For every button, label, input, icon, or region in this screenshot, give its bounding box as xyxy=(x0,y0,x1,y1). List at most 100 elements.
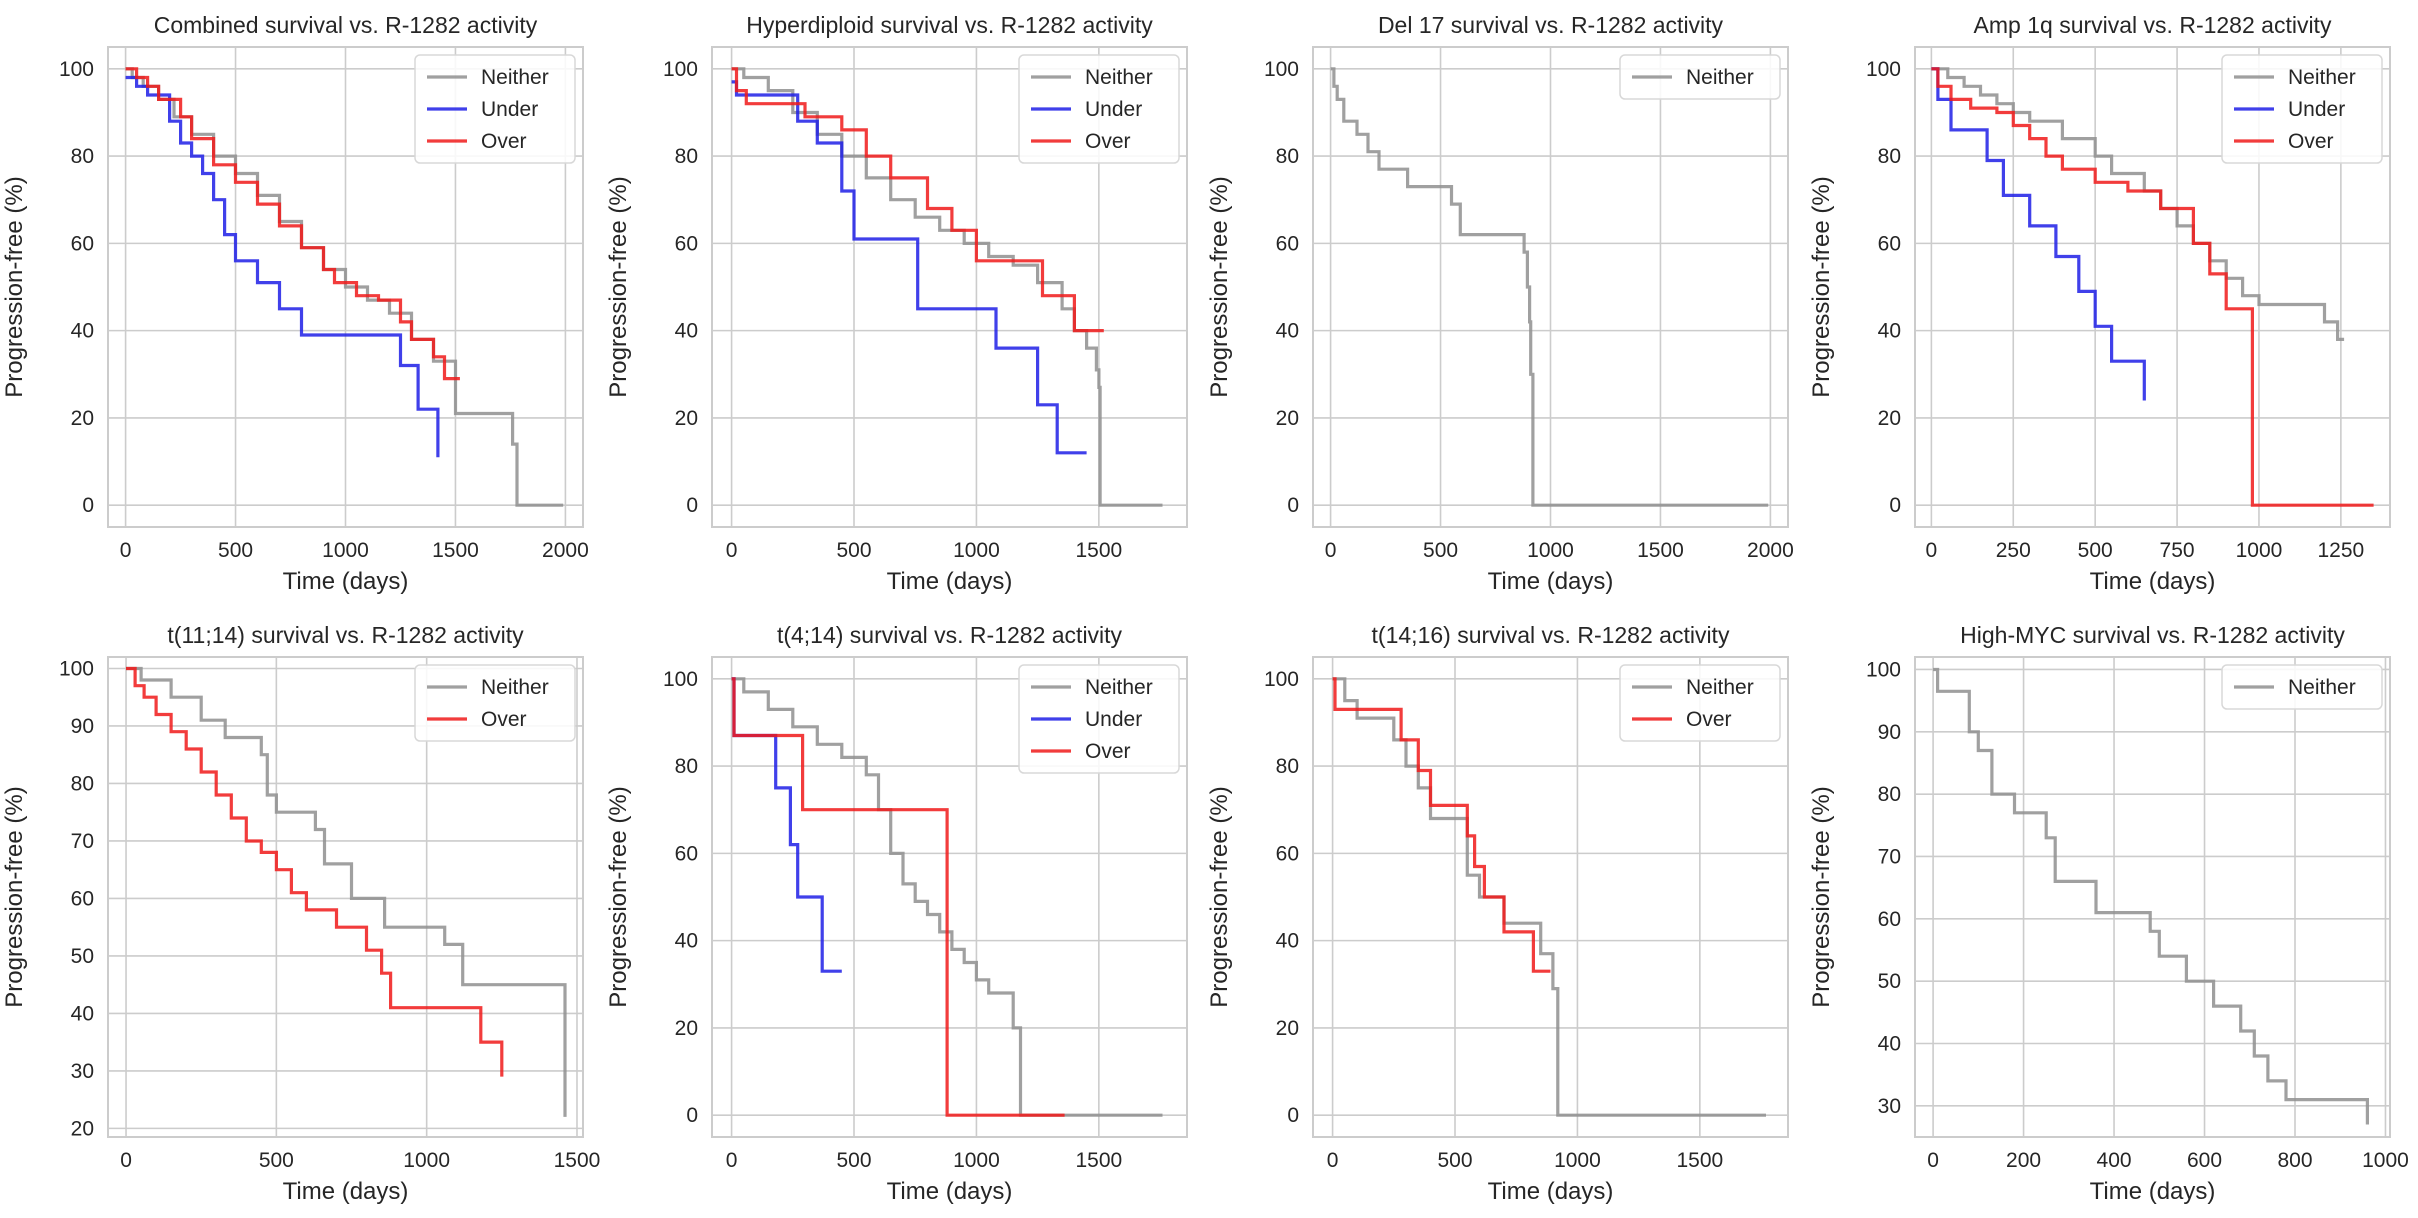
series-line-over xyxy=(1931,67,2374,507)
y-tick-label: 0 xyxy=(1889,494,1901,517)
x-tick-label: 1000 xyxy=(322,539,369,562)
legend-box xyxy=(1619,664,1781,742)
chart-panel-4: 0 250 500 750 1000 1250 0 20 40 60 80 100 Amp 1q sur… xyxy=(1808,12,2391,595)
y-tick-label: 90 xyxy=(1878,721,1901,744)
legend-box xyxy=(414,54,576,164)
y-tick-label: 60 xyxy=(675,232,698,255)
series-line-over xyxy=(126,666,504,1077)
x-tick-label: 200 xyxy=(2006,1149,2041,1172)
legend-label: Under xyxy=(2288,98,2345,121)
x-axis-label: Time (days) xyxy=(2090,568,2216,595)
chart-title: High-MYC survival vs. R-1282 activity xyxy=(1960,622,2345,648)
legend-label: Under xyxy=(1085,98,1142,121)
legend-label: Over xyxy=(1686,708,1732,731)
legend-label: Neither xyxy=(481,676,549,699)
y-axis-label: Progression-free (%) xyxy=(1206,176,1233,397)
x-axis-label: Time (days) xyxy=(283,1178,409,1205)
series-line-over xyxy=(731,67,1104,333)
y-tick-label: 60 xyxy=(71,887,94,910)
chart-title: t(14;16) survival vs. R-1282 activity xyxy=(1372,622,1730,648)
x-tick-label: 2000 xyxy=(542,539,589,562)
y-axis-label: Progression-free (%) xyxy=(1,786,28,1007)
x-tick-label: 0 xyxy=(1927,1149,1939,1172)
y-tick-label: 50 xyxy=(1878,970,1901,993)
chart-panel-1: 0 500 1000 1500 2000 0 20 40 60 80 100 Combined sur… xyxy=(1,12,589,595)
y-tick-label: 80 xyxy=(1878,145,1901,168)
legend-label: Over xyxy=(481,708,527,731)
x-axis-label: Time (days) xyxy=(887,1178,1013,1205)
legend-label: Neither xyxy=(1085,66,1153,89)
x-axis-label: Time (days) xyxy=(283,568,409,595)
x-axis-label: Time (days) xyxy=(1488,1178,1614,1205)
y-tick-label: 70 xyxy=(1878,845,1901,868)
y-tick-label: 40 xyxy=(71,1002,94,1025)
y-tick-label: 40 xyxy=(675,930,698,953)
chart-title: Combined survival vs. R-1282 activity xyxy=(154,12,538,38)
y-tick-label: 0 xyxy=(82,494,94,517)
x-tick-label: 1500 xyxy=(1676,1149,1723,1172)
series-line-over xyxy=(731,677,1065,1117)
chart-panel-6: 0 500 1000 1500 0 20 40 60 80 100 t(4;14) survival… xyxy=(605,622,1188,1205)
chart-title: Del 17 survival vs. R-1282 activity xyxy=(1378,12,1724,38)
y-tick-label: 90 xyxy=(71,715,94,738)
y-tick-label: 100 xyxy=(1866,58,1901,81)
x-tick-label: 2000 xyxy=(1747,539,1794,562)
x-tick-label: 1500 xyxy=(1637,539,1684,562)
legend-label: Neither xyxy=(481,66,549,89)
y-tick-label: 60 xyxy=(1276,232,1299,255)
x-tick-label: 1250 xyxy=(2318,539,2365,562)
x-axis-label: Time (days) xyxy=(887,568,1013,595)
chart-title: Hyperdiploid survival vs. R-1282 activit… xyxy=(746,12,1153,38)
chart-panel-8: 0 200 400 600 800 1000 30 40 50 60 70 80 90 100 High-M… xyxy=(1808,622,2409,1205)
plot-frame xyxy=(1914,656,2391,1138)
x-tick-label: 500 xyxy=(2078,539,2113,562)
legend-label: Under xyxy=(481,98,538,121)
y-tick-label: 100 xyxy=(59,58,94,81)
y-tick-label: 80 xyxy=(71,772,94,795)
legend: Neither xyxy=(2221,664,2383,710)
y-tick-label: 0 xyxy=(686,494,698,517)
y-tick-label: 20 xyxy=(1276,1017,1299,1040)
x-axis-label: Time (days) xyxy=(2090,1178,2216,1205)
x-tick-label: 500 xyxy=(218,539,253,562)
x-tick-label: 0 xyxy=(1926,539,1938,562)
y-axis-label: Progression-free (%) xyxy=(1808,786,1835,1007)
series-line-over xyxy=(125,67,460,381)
x-tick-label: 250 xyxy=(1996,539,2031,562)
legend-box xyxy=(2221,664,2383,710)
y-tick-label: 70 xyxy=(71,830,94,853)
chart-panel-5: 0 500 1000 1500 20 30 40 50 60 70 80 90 100 t(11;14) … xyxy=(1,622,600,1205)
y-tick-label: 100 xyxy=(1264,58,1299,81)
y-tick-label: 60 xyxy=(1276,842,1299,865)
y-tick-label: 60 xyxy=(675,842,698,865)
legend: Neither Over xyxy=(1619,664,1781,742)
legend: Neither Over xyxy=(414,664,576,742)
series-line-under xyxy=(731,677,842,973)
x-tick-label: 1000 xyxy=(953,539,1000,562)
legend-box xyxy=(1018,664,1180,774)
legend-label: Neither xyxy=(1085,676,1153,699)
y-tick-label: 100 xyxy=(1866,658,1901,681)
chart-panel-2: 0 500 1000 1500 0 20 40 60 80 100 Hyperdiploid sur… xyxy=(605,12,1188,595)
y-tick-label: 20 xyxy=(675,1017,698,1040)
legend-label: Over xyxy=(481,130,527,153)
y-tick-label: 100 xyxy=(663,58,698,81)
chart-title: t(11;14) survival vs. R-1282 activity xyxy=(167,622,524,648)
plot-frame xyxy=(107,656,584,1138)
plot-frame xyxy=(711,46,1188,528)
y-tick-label: 0 xyxy=(1287,494,1299,517)
x-tick-label: 0 xyxy=(1327,1149,1339,1172)
x-tick-label: 0 xyxy=(1325,539,1337,562)
y-tick-label: 40 xyxy=(1276,930,1299,953)
x-tick-label: 1500 xyxy=(432,539,479,562)
x-tick-label: 1500 xyxy=(1075,539,1122,562)
x-tick-label: 500 xyxy=(1437,1149,1472,1172)
y-tick-label: 40 xyxy=(1878,1032,1901,1055)
y-tick-label: 40 xyxy=(1276,320,1299,343)
x-tick-label: 1000 xyxy=(1527,539,1574,562)
y-tick-label: 0 xyxy=(1287,1104,1299,1127)
y-axis-label: Progression-free (%) xyxy=(1808,176,1835,397)
y-tick-label: 80 xyxy=(675,145,698,168)
y-tick-label: 40 xyxy=(675,320,698,343)
